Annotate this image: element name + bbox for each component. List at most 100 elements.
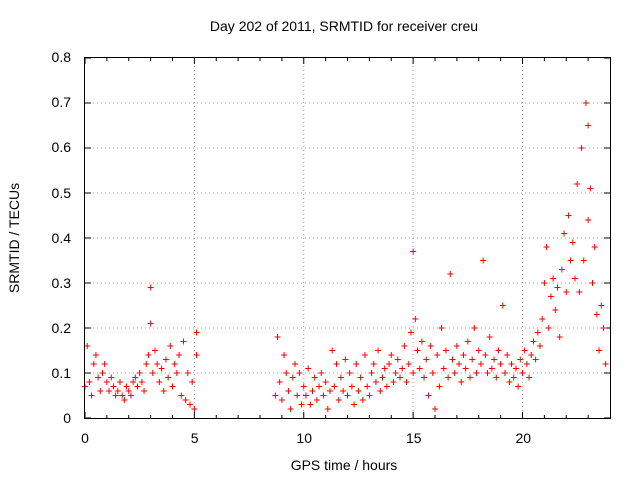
data-point bbox=[591, 244, 598, 250]
data-point bbox=[462, 365, 469, 372]
data-point bbox=[95, 374, 102, 381]
data-point bbox=[427, 343, 434, 349]
data-point bbox=[162, 356, 169, 363]
data-point bbox=[193, 329, 200, 336]
data-point bbox=[158, 365, 165, 372]
data-point bbox=[469, 356, 476, 363]
data-point bbox=[565, 212, 572, 219]
data-point bbox=[285, 388, 292, 394]
data-point bbox=[563, 289, 570, 295]
data-point bbox=[381, 365, 388, 372]
data-point bbox=[390, 379, 397, 385]
data-point bbox=[519, 370, 526, 376]
data-point bbox=[523, 361, 530, 367]
data-point bbox=[329, 347, 336, 354]
x-tick-label-15: 15 bbox=[406, 430, 422, 446]
data-point bbox=[110, 383, 117, 390]
data-point bbox=[593, 311, 600, 318]
data-point bbox=[598, 302, 605, 309]
data-point bbox=[407, 329, 414, 336]
data-point bbox=[119, 392, 126, 399]
data-point bbox=[294, 392, 301, 399]
data-point bbox=[272, 392, 279, 399]
data-point bbox=[136, 370, 143, 376]
y-tick-labels: 0 0.1 0.2 0.3 0.4 0.5 0.6 0.7 0.8 bbox=[52, 49, 72, 426]
data-point bbox=[386, 361, 393, 367]
data-point bbox=[333, 361, 340, 367]
data-point bbox=[480, 257, 487, 264]
data-point bbox=[178, 392, 185, 399]
data-point bbox=[134, 383, 141, 390]
data-point bbox=[432, 406, 438, 412]
data-point bbox=[99, 370, 106, 376]
plot-frame bbox=[84, 57, 611, 419]
data-point bbox=[421, 374, 428, 381]
data-point bbox=[477, 361, 484, 367]
data-point bbox=[88, 392, 95, 399]
data-point bbox=[379, 374, 386, 381]
data-point bbox=[149, 370, 156, 376]
data-point bbox=[353, 361, 360, 367]
data-point bbox=[484, 370, 491, 376]
data-point bbox=[348, 383, 355, 390]
data-point bbox=[313, 397, 320, 403]
data-point bbox=[423, 356, 430, 363]
data-point bbox=[576, 289, 583, 295]
data-point bbox=[602, 361, 609, 367]
data-point bbox=[296, 370, 303, 376]
data-point bbox=[464, 338, 471, 345]
data-point bbox=[558, 266, 565, 273]
data-point bbox=[499, 302, 506, 309]
data-point bbox=[447, 271, 454, 277]
y-tick-label-0-8: 0.8 bbox=[52, 49, 72, 65]
y-axis-label: SRMTID / TECUs bbox=[6, 183, 22, 293]
data-point bbox=[305, 365, 312, 372]
data-point bbox=[394, 356, 401, 363]
data-point bbox=[187, 401, 193, 408]
data-point bbox=[145, 352, 152, 358]
y-tick-label-0-7: 0.7 bbox=[52, 94, 72, 110]
data-point bbox=[132, 374, 139, 381]
data-point bbox=[506, 379, 513, 385]
data-point bbox=[449, 356, 456, 363]
data-point bbox=[372, 379, 379, 385]
data-point bbox=[547, 293, 554, 300]
data-point bbox=[497, 361, 504, 367]
data-point bbox=[512, 365, 519, 372]
data-point bbox=[160, 388, 167, 394]
data-point bbox=[112, 392, 119, 399]
data-point bbox=[388, 352, 395, 358]
data-point bbox=[471, 325, 478, 331]
data-point bbox=[502, 370, 508, 376]
data-point bbox=[141, 388, 148, 394]
data-point bbox=[451, 370, 458, 376]
data-point bbox=[176, 352, 183, 358]
grid-lines bbox=[85, 58, 610, 418]
data-point bbox=[322, 379, 329, 385]
data-points bbox=[82, 100, 609, 412]
data-point bbox=[508, 361, 515, 367]
data-point bbox=[403, 379, 410, 385]
data-point bbox=[528, 352, 535, 358]
data-point bbox=[359, 397, 366, 403]
y-tick-label-0-2: 0.2 bbox=[52, 320, 72, 336]
data-point bbox=[346, 370, 353, 376]
data-point bbox=[589, 280, 596, 286]
x-tick-labels: 0 5 10 15 20 bbox=[81, 430, 531, 446]
data-point bbox=[309, 388, 316, 394]
data-point bbox=[114, 388, 121, 394]
data-point bbox=[274, 334, 281, 340]
data-point bbox=[156, 379, 163, 385]
data-point bbox=[138, 379, 145, 385]
data-point bbox=[283, 370, 290, 376]
axis-ticks bbox=[84, 57, 610, 419]
data-point bbox=[147, 320, 154, 327]
data-point bbox=[486, 334, 493, 340]
data-point bbox=[567, 257, 574, 264]
data-point bbox=[554, 284, 561, 291]
data-point bbox=[130, 379, 137, 385]
data-point bbox=[445, 374, 452, 381]
data-point bbox=[582, 100, 589, 106]
data-point bbox=[154, 361, 161, 367]
